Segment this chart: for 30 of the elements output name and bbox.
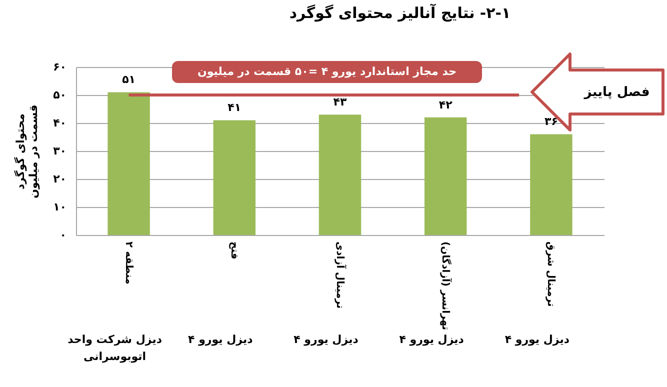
- bar: [530, 134, 572, 235]
- y-tick-label: ۴۰: [53, 116, 66, 130]
- annotation: فصل پاییز: [582, 84, 651, 102]
- x-tick-label: تهرانسر (آزادگان): [440, 242, 453, 330]
- x-tick-label: فتح: [228, 242, 240, 260]
- bar: [213, 120, 256, 235]
- y-axis-title: محتوای گوگرد قسمت در میلیون: [14, 104, 40, 198]
- data-label: ۴۲: [438, 98, 453, 112]
- y-tick-label: ۰: [60, 228, 66, 242]
- x-tick-label: ترمینال آزادی: [334, 242, 347, 309]
- text: دیزل شرکت واحد اتوبوسرانی: [67, 332, 163, 365]
- y-tick-label: ۵۰: [53, 88, 66, 102]
- data-label: ۵۱: [122, 73, 136, 86]
- y-tick-label: ۳۰: [53, 144, 66, 158]
- text: دیزل یورو ۴: [504, 332, 571, 348]
- bar: [108, 92, 150, 235]
- text: دیزل یورو ۴: [292, 332, 360, 348]
- data-label: ۳۶: [544, 115, 558, 128]
- text: دیزل یورو ۴: [398, 332, 465, 348]
- chart-title: ۲-۱- نتایج آنالیز محتوای گوگرد: [289, 3, 511, 22]
- x-tick-label: منطقه ۲: [122, 242, 134, 284]
- bar: [318, 114, 362, 235]
- text: دیزل یورو ۴: [187, 332, 254, 348]
- y-tick-label: ۶۰: [53, 60, 66, 74]
- x-tick-label: ترمینال شرق: [545, 242, 556, 307]
- y-tick-label: ۱۰: [53, 200, 66, 214]
- data-label: ۴۳: [333, 96, 347, 109]
- y-tick-label: ۲۰: [53, 172, 66, 186]
- data-label: ۴۱: [228, 101, 242, 114]
- bar: [424, 117, 467, 235]
